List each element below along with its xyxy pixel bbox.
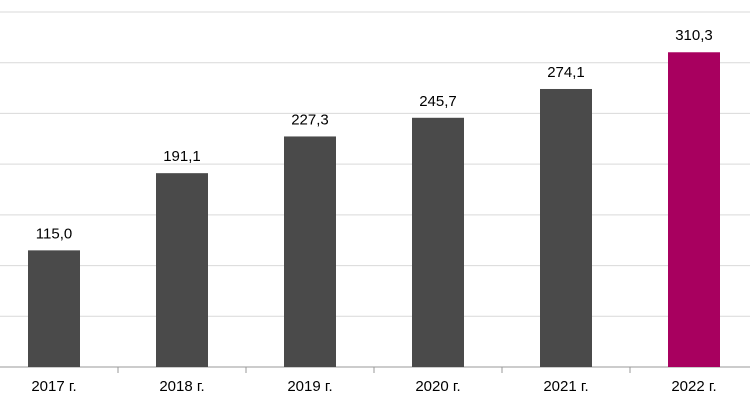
data-label: 245,7 [419, 93, 457, 110]
x-tick-label: 2017 г. [31, 378, 76, 395]
x-tick-label: 2022 г. [671, 378, 716, 395]
data-label: 310,3 [675, 27, 713, 44]
data-label: 227,3 [291, 111, 329, 128]
x-tick-label: 2020 г. [415, 378, 460, 395]
bar [412, 117, 464, 367]
bar [540, 88, 592, 367]
x-tick-label: 2019 г. [287, 378, 332, 395]
data-label: 115,0 [36, 225, 72, 242]
data-label: 191,1 [163, 148, 201, 165]
bar [668, 52, 720, 367]
x-tick-label: 2021 г. [543, 378, 588, 395]
x-tick-label: 2018 г. [159, 378, 204, 395]
bar [156, 173, 208, 367]
data-label: 274,1 [547, 64, 585, 81]
bar [28, 250, 80, 367]
bar [284, 136, 336, 367]
